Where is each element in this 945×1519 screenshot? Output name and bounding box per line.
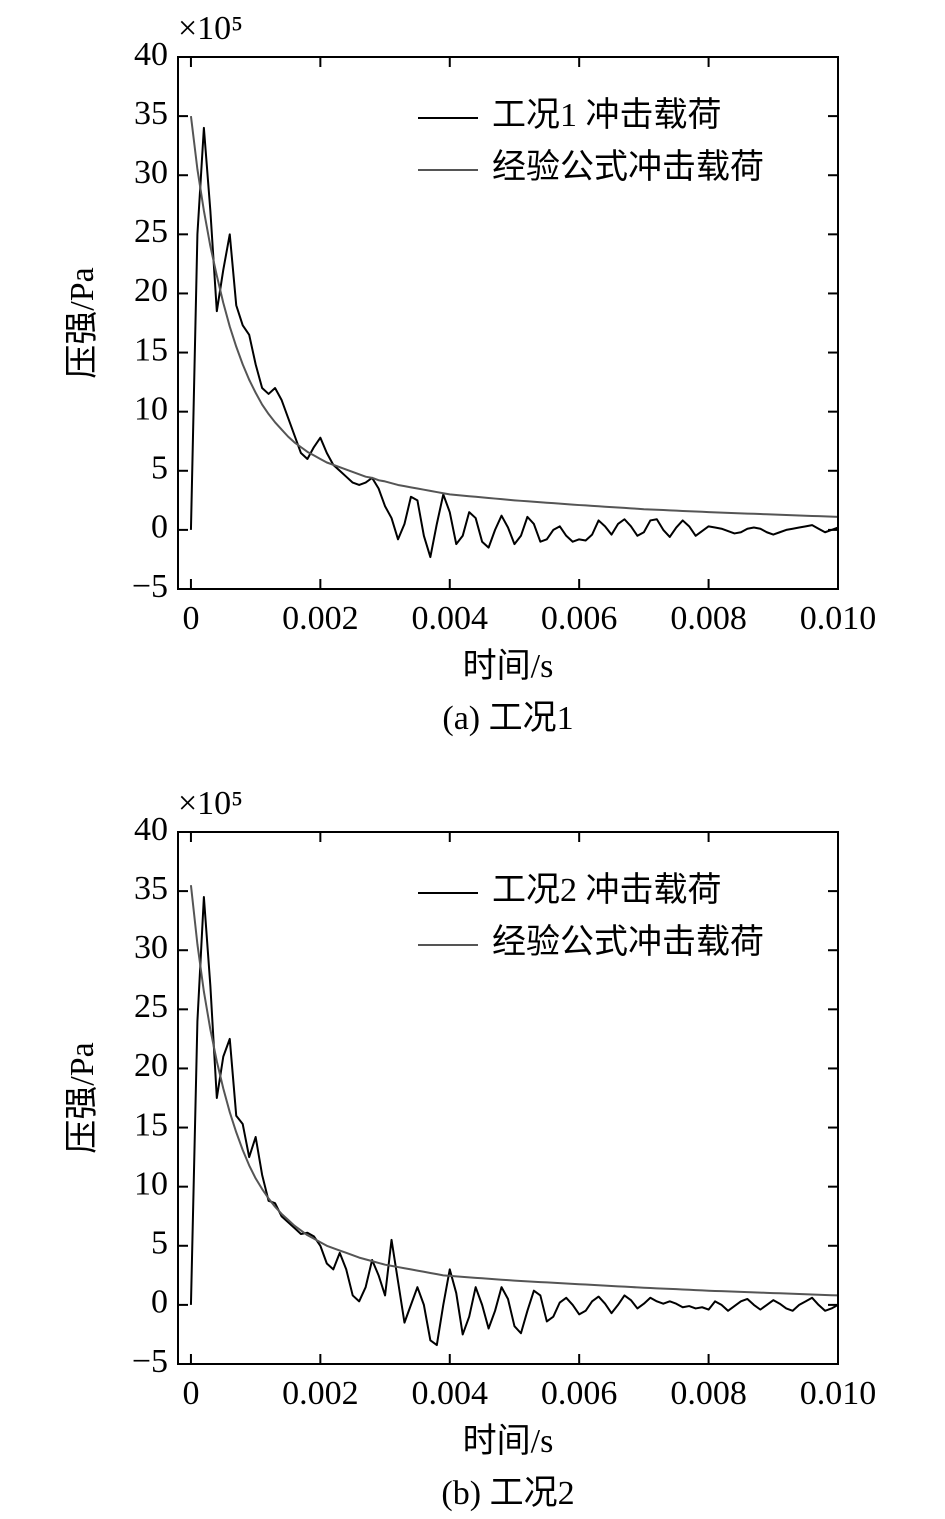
y-tick-label: 35 (134, 95, 168, 132)
legend-label: 经验公式冲击载荷 (492, 923, 764, 961)
x-tick-label: 0.006 (541, 1375, 618, 1412)
y-scale: ×10⁵ (178, 10, 243, 47)
data-line (189, 126, 839, 559)
x-tick-label: 0.004 (412, 1375, 489, 1412)
y-tick-label: 40 (134, 811, 168, 848)
x-tick-label: 0.002 (282, 600, 359, 637)
y-tick-label: 10 (134, 1165, 168, 1202)
legend-label: 经验公式冲击载荷 (492, 148, 764, 186)
y-tick-label: 15 (134, 1106, 168, 1143)
y-tick-label: −5 (132, 568, 168, 605)
plot-frame (177, 56, 839, 590)
y-tick-label: −5 (132, 1343, 168, 1380)
y-tick-label: 0 (151, 1284, 168, 1321)
y-tick-label: 30 (134, 154, 168, 191)
x-tick-label: 0.010 (800, 1375, 877, 1412)
plot-frame (177, 831, 839, 1365)
x-tick-label: 0.002 (282, 1375, 359, 1412)
x-tick-label: 0 (182, 1375, 199, 1412)
y-tick-label: 20 (134, 1047, 168, 1084)
x-tick-label: 0.004 (412, 600, 489, 637)
y-tick-label: 40 (134, 36, 168, 73)
x-tick-label: 0.010 (800, 600, 877, 637)
y-tick-label: 5 (151, 1225, 168, 1262)
caption: (b) 工况2 (441, 1475, 574, 1512)
y-tick-label: 0 (151, 509, 168, 546)
y-axis-label: 压强/Pa (64, 267, 101, 378)
y-tick-label: 30 (134, 929, 168, 966)
caption: (a) 工况1 (442, 700, 573, 737)
x-axis-label: 时间/s (463, 1423, 554, 1460)
legend-label: 工况2 冲击载荷 (492, 871, 722, 909)
y-tick-label: 10 (134, 390, 168, 427)
y-tick-label: 5 (151, 450, 168, 487)
x-axis-label: 时间/s (463, 648, 554, 685)
y-axis-label: 压强/Pa (64, 1042, 101, 1153)
y-tick-label: 15 (134, 331, 168, 368)
x-tick-label: 0.006 (541, 600, 618, 637)
y-tick-label: 35 (134, 870, 168, 907)
y-tick-label: 25 (134, 213, 168, 250)
data-line (189, 896, 839, 1347)
data-line (189, 115, 839, 518)
y-tick-label: 25 (134, 988, 168, 1025)
data-line (189, 885, 839, 1297)
x-tick-label: 0 (182, 600, 199, 637)
y-scale: ×10⁵ (178, 785, 243, 822)
x-tick-label: 0.008 (670, 1375, 747, 1412)
legend-label: 工况1 冲击载荷 (492, 96, 722, 134)
y-tick-label: 20 (134, 272, 168, 309)
x-tick-label: 0.008 (670, 600, 747, 637)
